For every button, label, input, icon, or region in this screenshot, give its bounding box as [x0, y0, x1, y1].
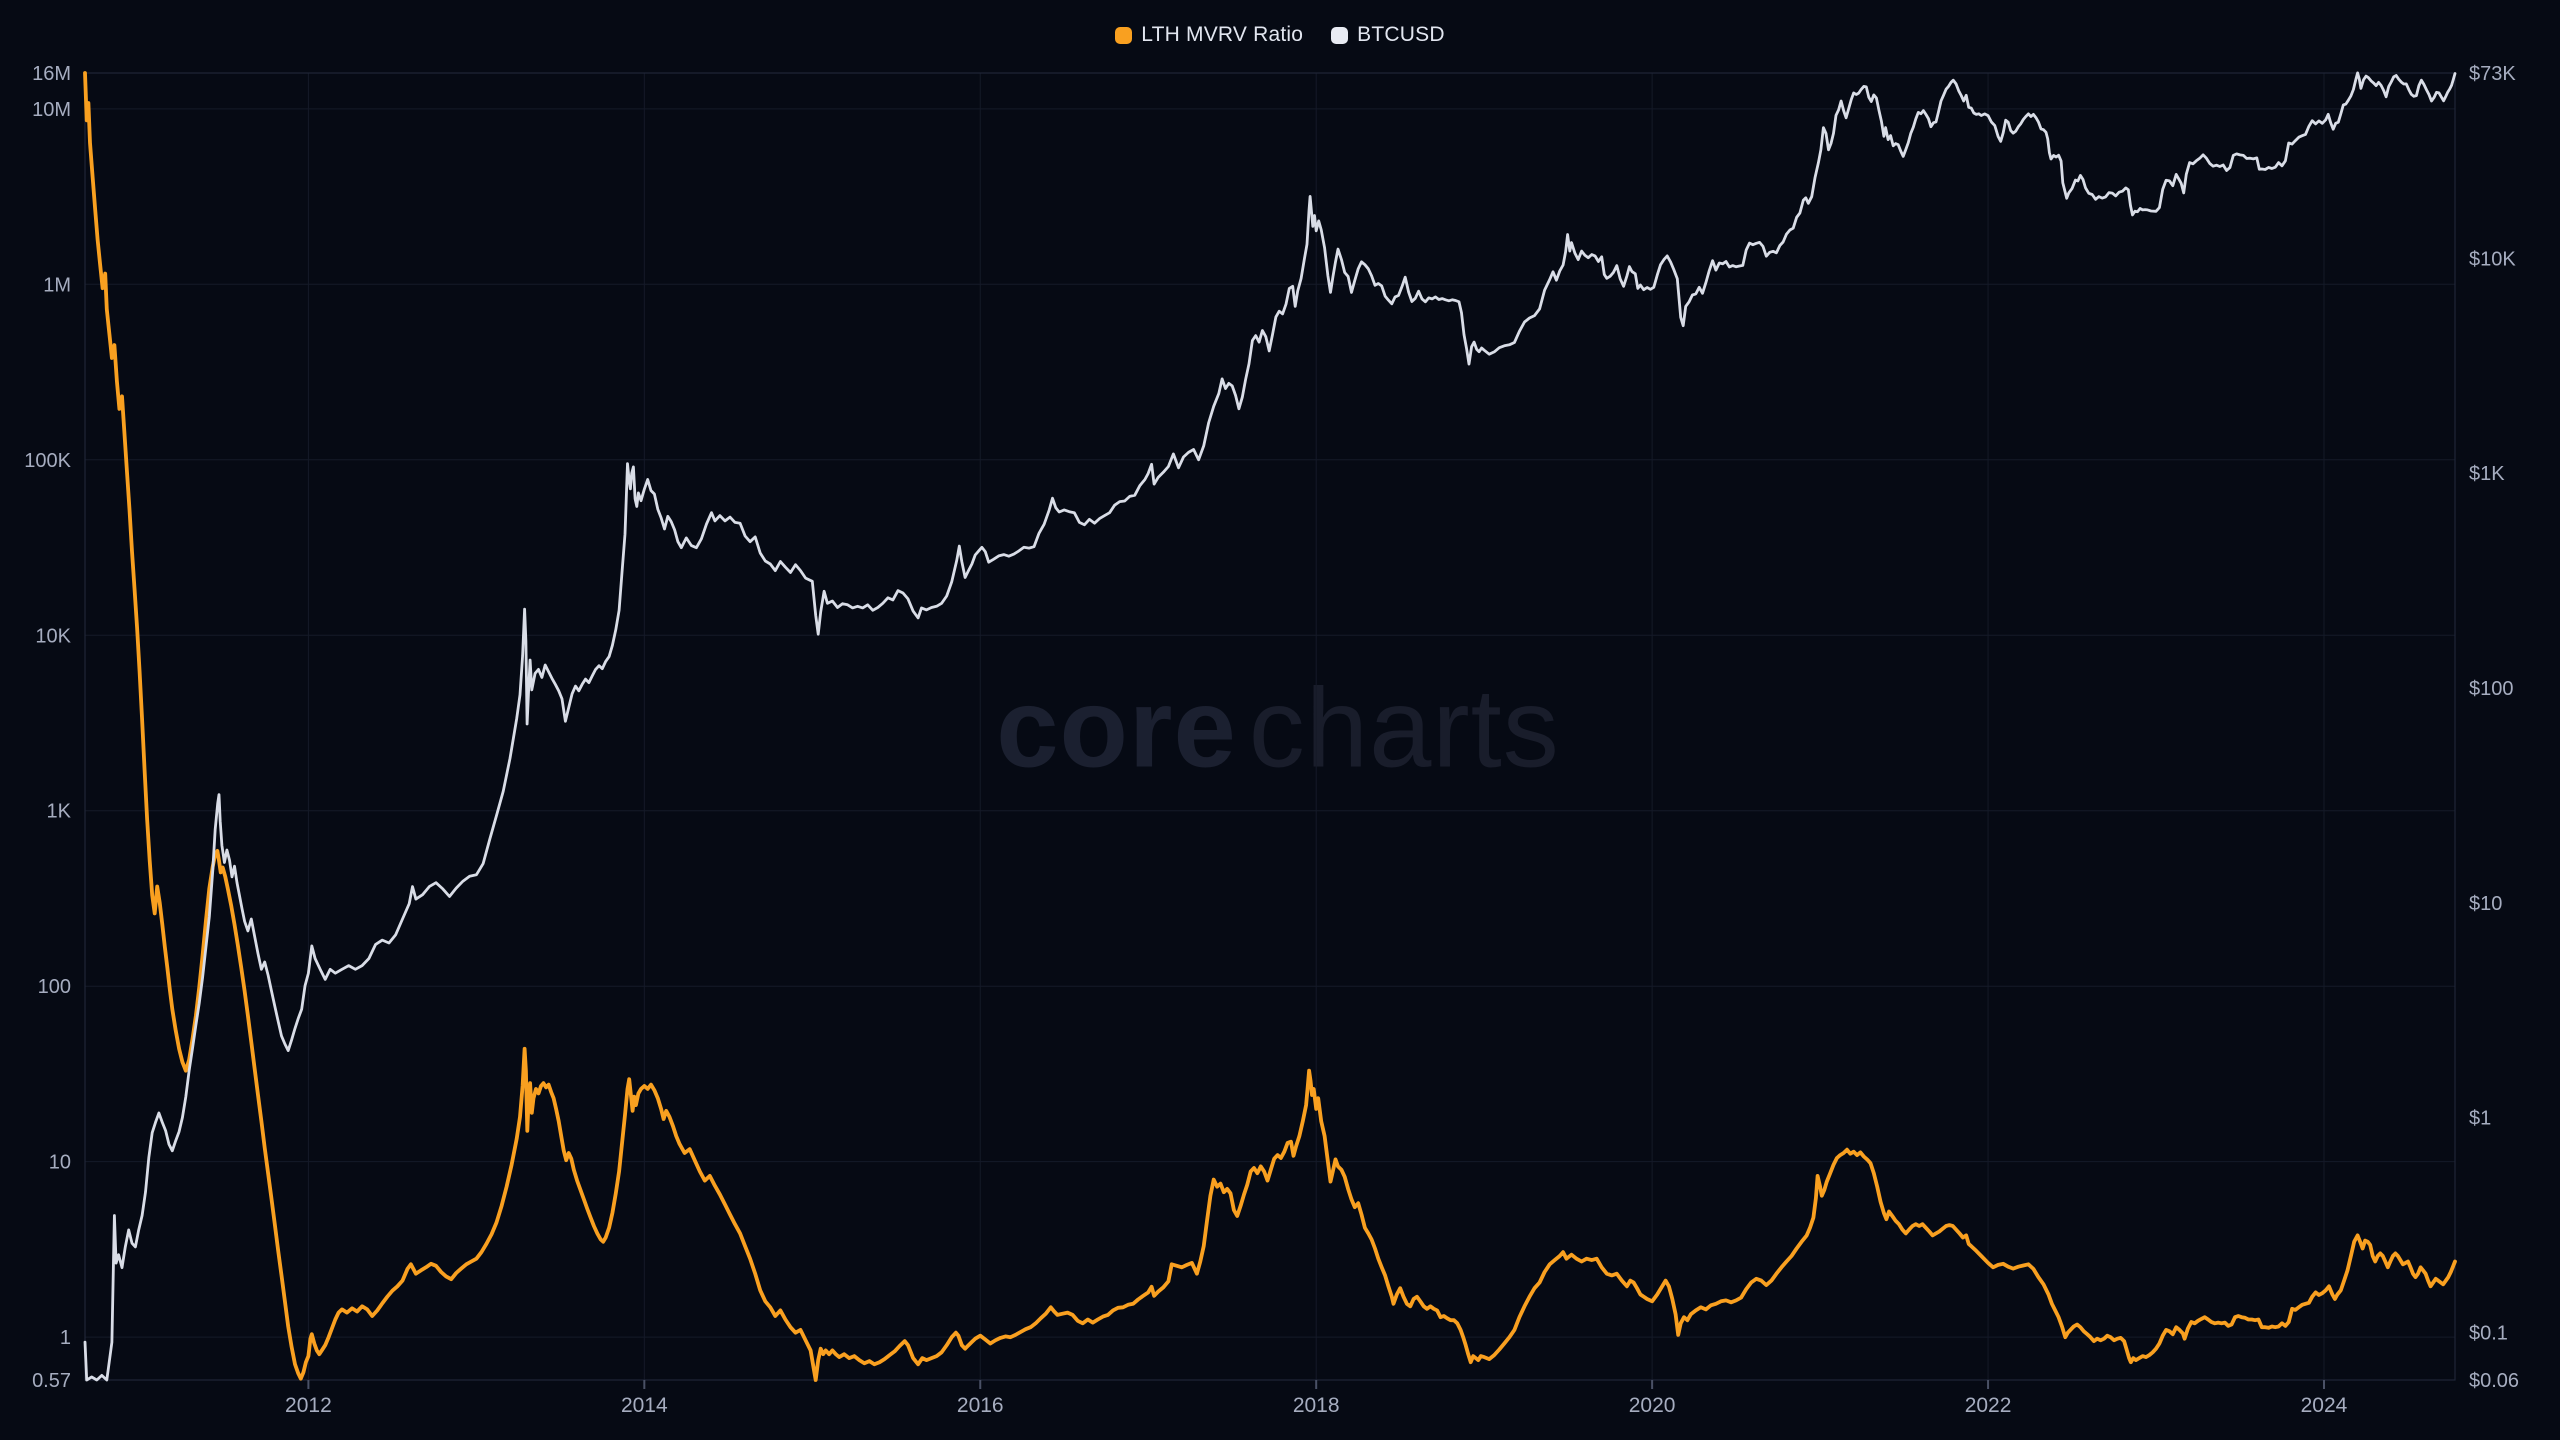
left-axis-label: 10M: [32, 99, 71, 121]
lth-mvrv-ratio-series-line: [83, 71, 2457, 1382]
watermark-core-text: core: [996, 665, 1237, 791]
left-axis-label: 10: [49, 1152, 71, 1174]
legend-swatch-icon: [1115, 26, 1133, 44]
left-axis-label: 1: [60, 1327, 71, 1349]
left-axis-label: 1M: [43, 274, 71, 296]
left-axis-label: 10K: [35, 625, 71, 647]
legend-label: LTH MVRV Ratio: [1141, 23, 1304, 46]
plot-border: [84, 72, 2456, 1381]
legend: LTH MVRV Ratio BTCUSD: [0, 23, 2560, 47]
legend-swatch-icon: [1331, 26, 1349, 44]
watermark-charts-text: charts: [1248, 665, 1560, 791]
x-axis-label: 2012: [285, 1394, 332, 1417]
right-axis-label: $73K: [2469, 63, 2516, 85]
x-axis-label: 2018: [1293, 1394, 1340, 1417]
legend-item-btcusd[interactable]: BTCUSD: [1331, 23, 1445, 47]
right-axis-label: $10K: [2469, 248, 2516, 270]
left-axis-label: 100: [38, 976, 71, 998]
right-axis-label: $100: [2469, 678, 2514, 700]
x-axis-label: 2024: [2301, 1394, 2348, 1417]
left-axis-label: 100K: [24, 450, 71, 472]
right-axis-label: $1K: [2469, 463, 2505, 485]
right-axis-label: $0.1: [2469, 1322, 2508, 1344]
btcusd-series-line: [83, 71, 2457, 1382]
left-axis-label: 16M: [32, 63, 71, 85]
x-axis-label: 2022: [1965, 1394, 2012, 1417]
right-axis-label: $10: [2469, 893, 2502, 915]
right-axis-label: $0.06: [2469, 1370, 2519, 1392]
legend-label: BTCUSD: [1357, 23, 1445, 46]
x-axis-label: 2020: [1629, 1394, 1676, 1417]
right-axis-label: $1: [2469, 1108, 2491, 1130]
legend-item-lth-mvrv-ratio[interactable]: LTH MVRV Ratio: [1115, 23, 1303, 47]
watermark-logo: core charts: [996, 663, 1560, 792]
left-axis-label: 1K: [47, 801, 72, 823]
left-axis-label: 0.57: [32, 1370, 71, 1392]
x-axis-label: 2016: [957, 1394, 1004, 1417]
x-axis-label: 2014: [621, 1394, 668, 1417]
